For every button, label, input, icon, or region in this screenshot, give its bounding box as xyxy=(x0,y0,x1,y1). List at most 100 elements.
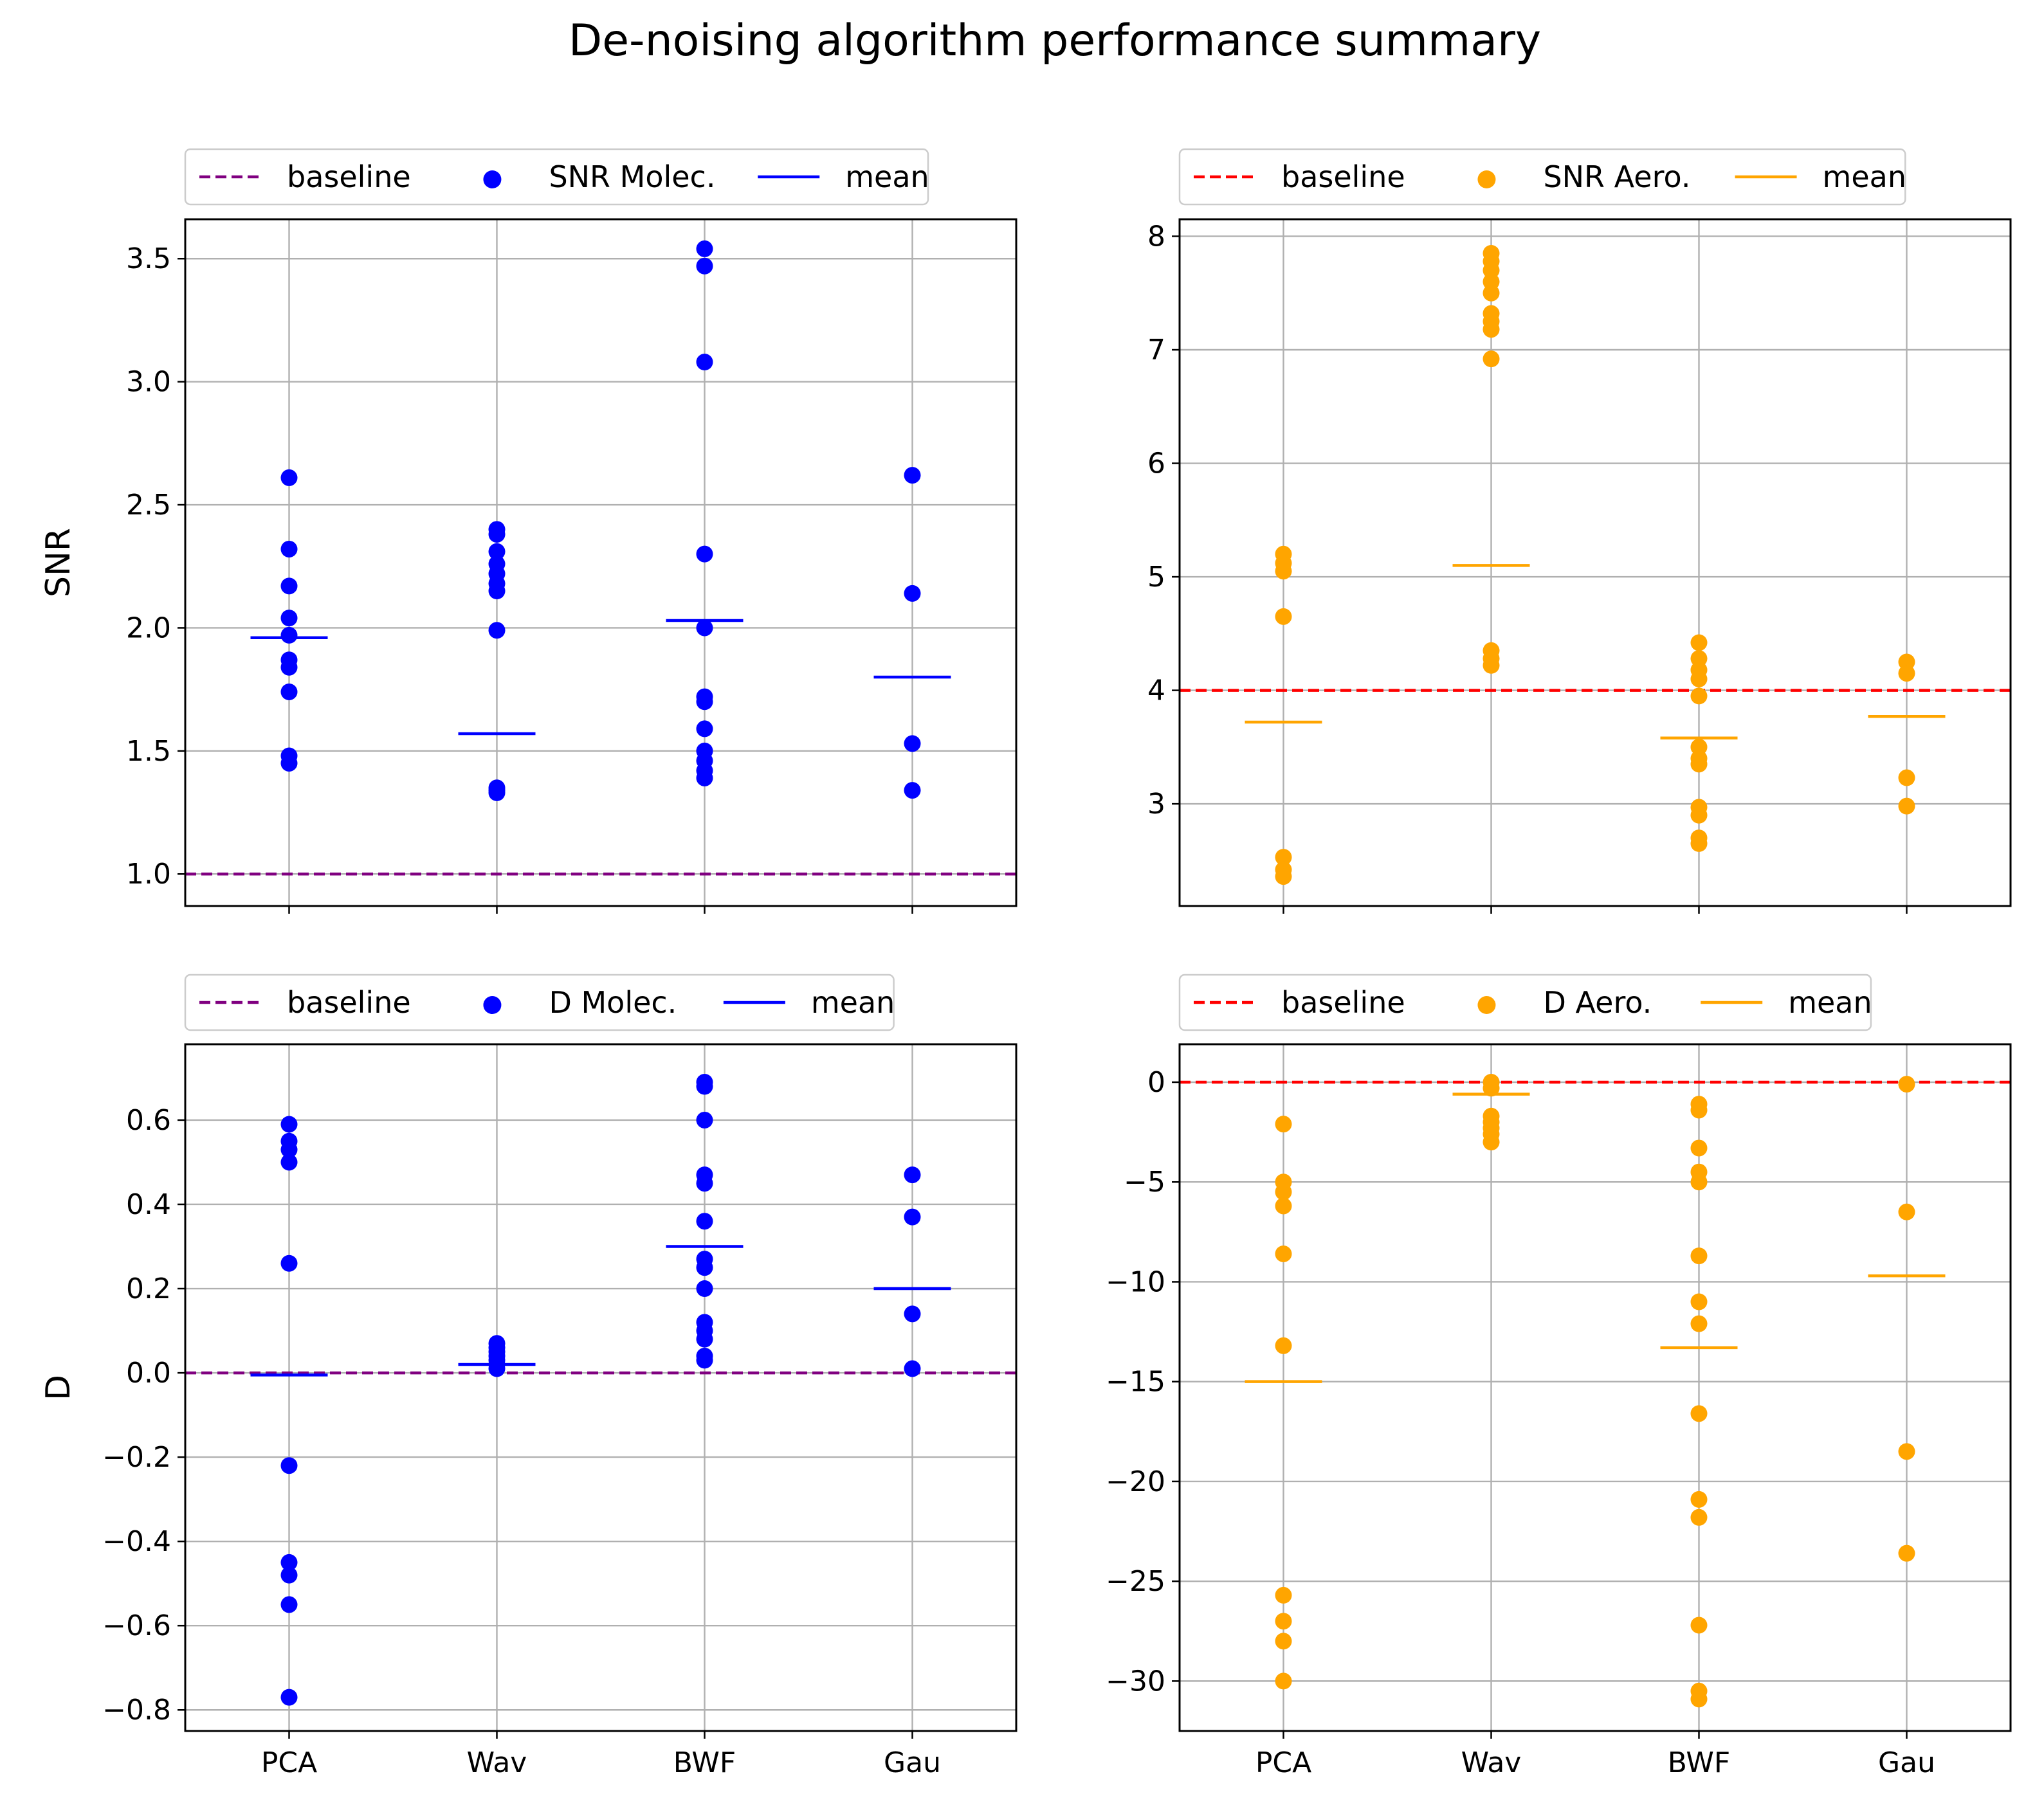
data-point-bwf xyxy=(1690,1509,1708,1526)
data-point-pca xyxy=(1275,1197,1292,1215)
data-point-bwf xyxy=(1690,670,1708,687)
y-axis-label: SNR xyxy=(39,528,78,597)
data-point-pca xyxy=(280,1689,298,1706)
y-tick-label: −5 xyxy=(1124,1166,1165,1199)
y-tick-label: 3 xyxy=(1147,788,1165,820)
x-tick-label-gau: Gau xyxy=(1878,1746,1935,1779)
y-tick-label: −0.4 xyxy=(102,1525,171,1558)
data-point-bwf xyxy=(696,1330,713,1348)
data-point-bwf xyxy=(696,693,713,711)
data-point-pca xyxy=(1275,608,1292,625)
data-point-gau xyxy=(1898,797,1915,815)
data-point-pca xyxy=(1275,1672,1292,1690)
legend-points-marker xyxy=(1477,170,1496,188)
data-point-bwf xyxy=(1690,1690,1708,1708)
legend-mean-label: mean xyxy=(1823,159,1906,194)
legend-points-marker xyxy=(1477,996,1496,1014)
data-point-pca xyxy=(280,1154,298,1171)
data-point-bwf xyxy=(696,1213,713,1230)
data-point-bwf xyxy=(1690,634,1708,651)
y-tick-label: 1.5 xyxy=(126,735,171,768)
data-point-bwf xyxy=(696,354,713,371)
legend-box xyxy=(184,974,895,1031)
axes-frame xyxy=(184,1043,1017,1732)
y-tick-label: 0.2 xyxy=(126,1273,171,1305)
data-point-bwf xyxy=(1690,1490,1708,1508)
data-point-pca xyxy=(280,1457,298,1474)
data-point-pca xyxy=(1275,1245,1292,1262)
x-tick-label-pca: PCA xyxy=(261,1746,317,1779)
data-point-pca xyxy=(1275,849,1292,866)
data-point-gau xyxy=(1898,1076,1915,1093)
data-point-bwf xyxy=(1690,1139,1708,1157)
data-point-pca xyxy=(1275,1613,1292,1630)
y-tick-label: 8 xyxy=(1147,220,1165,253)
data-point-pca xyxy=(280,577,298,595)
data-point-bwf xyxy=(1690,1617,1708,1634)
data-point-pca xyxy=(280,1141,298,1158)
legend-points-label: SNR Aero. xyxy=(1543,159,1690,194)
chart-bottom-left: −0.8 −0.6 −0.4 −0.2 0.0 0.2 0.4 0.6 PCA Wav BWF Gau… xyxy=(39,974,1017,1779)
data-point-gau xyxy=(904,584,921,602)
data-point-pca xyxy=(280,1255,298,1272)
data-point-bwf xyxy=(696,240,713,257)
data-point-wav xyxy=(1483,284,1500,302)
data-point-bwf xyxy=(1690,1293,1708,1310)
y-tick-label: 0.0 xyxy=(126,1357,171,1390)
data-point-bwf xyxy=(696,257,713,275)
y-tick-label: −30 xyxy=(1106,1665,1165,1698)
y-tick-label: 7 xyxy=(1147,334,1165,367)
data-point-pca xyxy=(1275,1116,1292,1133)
data-point-pca xyxy=(1275,563,1292,580)
x-tick-label-gau: Gau xyxy=(884,1746,941,1779)
data-point-pca xyxy=(280,469,298,486)
y-tick-label: −0.8 xyxy=(102,1694,171,1726)
data-point-pca xyxy=(280,626,298,644)
axes-frame xyxy=(1178,218,2012,907)
y-tick-label: 4 xyxy=(1147,675,1165,707)
data-point-pca xyxy=(280,1596,298,1613)
legend: baseline D Aero. mean xyxy=(1178,974,1872,1031)
data-point-bwf xyxy=(696,1175,713,1192)
data-point-gau xyxy=(904,735,921,752)
data-point-gau xyxy=(1898,769,1915,786)
data-point-bwf xyxy=(696,720,713,738)
data-point-bwf xyxy=(1690,687,1708,705)
y-tick-label: 0.6 xyxy=(126,1104,171,1137)
data-point-pca xyxy=(280,754,298,772)
data-point-gau xyxy=(1898,1545,1915,1562)
data-point-bwf xyxy=(1690,835,1708,852)
legend: baseline D Molec. mean xyxy=(184,974,895,1031)
y-tick-label: 3.0 xyxy=(126,366,171,399)
data-point-wav xyxy=(1483,1080,1500,1097)
x-tick-label-wav: Wav xyxy=(1461,1746,1522,1779)
data-point-pca xyxy=(280,683,298,700)
y-tick-label: 2.5 xyxy=(126,489,171,521)
y-tick-label: 2.0 xyxy=(126,612,171,644)
data-point-bwf xyxy=(696,1259,713,1276)
data-point-gau xyxy=(904,1360,921,1377)
chart-bottom-right: −30 −25 −20 −15 −10 −5 0 PCA Wav BWF Gau baseline D … xyxy=(1106,974,2012,1779)
y-tick-label: −0.2 xyxy=(102,1441,171,1474)
data-point-gau xyxy=(904,467,921,484)
data-point-pca xyxy=(1275,1586,1292,1604)
data-point-wav xyxy=(488,622,506,639)
x-tick-label-wav: Wav xyxy=(467,1746,527,1779)
data-point-gau xyxy=(1898,665,1915,682)
y-tick-label: 1.0 xyxy=(126,858,171,891)
y-tick-label: −0.6 xyxy=(102,1609,171,1642)
data-point-wav xyxy=(488,784,506,801)
figure-title: De-noising algorithm performance summary xyxy=(569,15,1541,66)
legend: baseline SNR Aero. mean xyxy=(1178,148,1906,206)
legend-box xyxy=(1178,974,1872,1031)
data-point-wav xyxy=(1483,321,1500,338)
data-point-bwf xyxy=(696,769,713,786)
data-point-wav xyxy=(1483,657,1500,674)
data-point-bwf xyxy=(696,1280,713,1298)
x-tick-label-bwf: BWF xyxy=(1668,1746,1730,1779)
data-point-bwf xyxy=(696,545,713,563)
x-tick-label-bwf: BWF xyxy=(673,1746,736,1779)
legend-box xyxy=(184,148,929,206)
data-point-pca xyxy=(280,1554,298,1571)
